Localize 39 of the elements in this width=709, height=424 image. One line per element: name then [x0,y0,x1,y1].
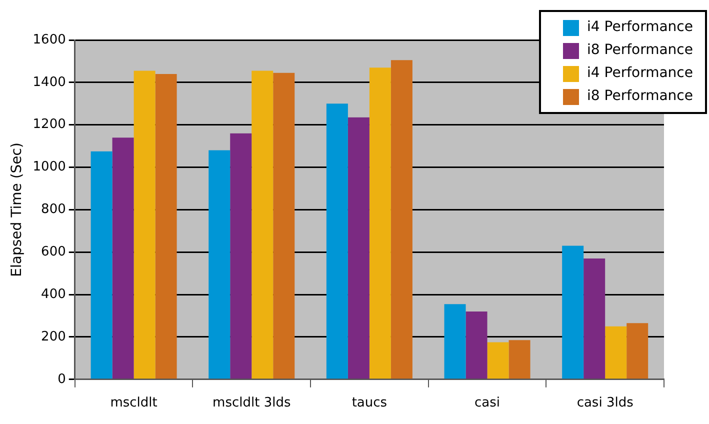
legend-label: i8 Performance [587,87,693,106]
y-tick-label: 600 [41,244,66,260]
bar [626,323,648,379]
bar [487,342,509,379]
bar [390,60,412,379]
y-tick-label: 1600 [32,32,66,48]
legend-label: i4 Performance [587,18,693,37]
y-axis-title: Elapsed Time (Sec) [9,142,26,277]
bar [508,340,530,379]
bar [369,68,391,379]
bar [90,151,112,379]
y-tick-label: 400 [41,286,66,302]
bar [134,70,156,379]
legend-label: i4 Performance [587,64,693,83]
bar [155,74,177,379]
y-tick-label: 1000 [32,160,66,175]
x-tick-label: mscldlt 3lds [212,396,291,411]
y-tick-label: 0 [58,372,66,387]
bar [605,326,627,379]
bar [112,138,134,379]
bar [466,312,488,379]
y-tick-label: 200 [41,329,66,344]
bar [562,246,584,379]
bar [584,258,606,379]
x-tick-label: taucs [352,396,388,411]
bar [273,72,295,379]
legend-label: i8 Performance [587,41,693,60]
bar [208,150,230,379]
bar [230,133,252,379]
x-tick-label: casi [474,396,500,411]
bar [326,104,348,379]
y-tick-label: 1200 [32,117,66,132]
x-tick-label: casi 3lds [576,396,634,411]
y-tick-label: 800 [41,202,66,218]
y-tick-label: 1400 [32,74,66,90]
x-tick-label: mscldlt [110,396,158,411]
bar [444,304,466,379]
bar [252,70,274,379]
bar [348,117,370,379]
